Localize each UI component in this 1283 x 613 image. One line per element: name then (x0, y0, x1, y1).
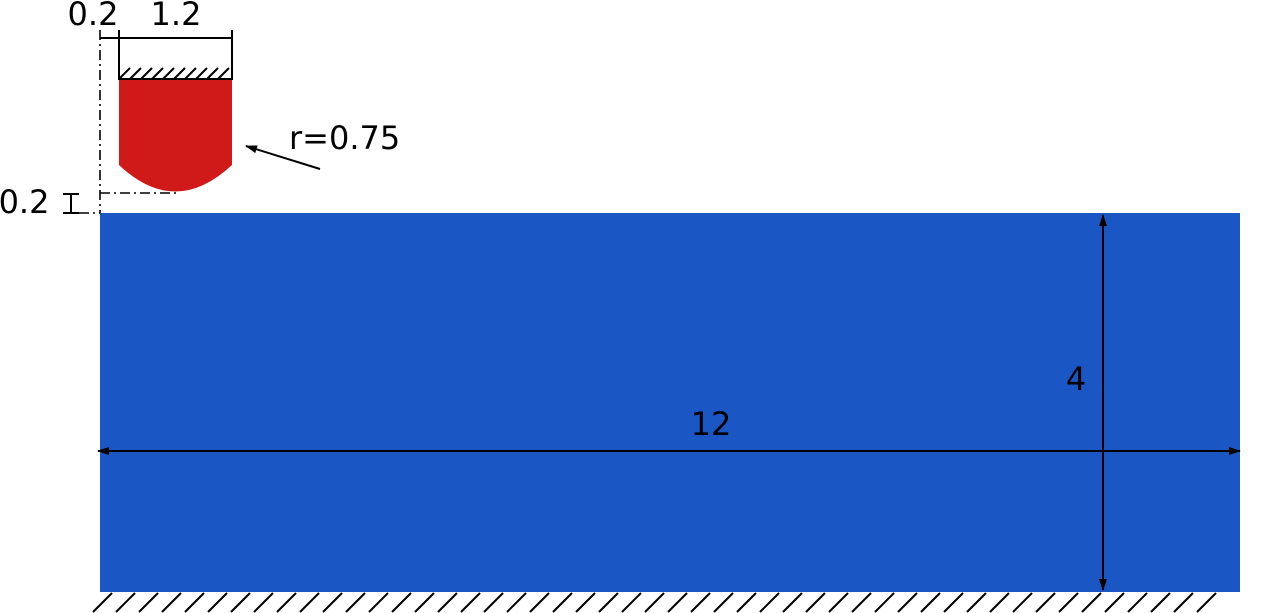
ground-hatch-line (713, 592, 734, 613)
label-gap-x: 0.2 (68, 0, 119, 33)
ground-hatch-line (1035, 592, 1056, 613)
label-gap-y: 0.2 (0, 183, 49, 221)
ground-hatch-line (1196, 592, 1217, 613)
ground-hatch-line (506, 592, 527, 613)
ground-hatch-line (644, 592, 665, 613)
ground-hatch-line (989, 592, 1010, 613)
ground-hatch-line (92, 592, 113, 613)
ground-hatch-line (782, 592, 803, 613)
ground-hatch-line (598, 592, 619, 613)
indenter-hatch-line (173, 67, 186, 80)
ground-hatch-line (759, 592, 780, 613)
ground-hatch-line (460, 592, 481, 613)
ground-hatch-line (161, 592, 182, 613)
ground-hatch-line (1173, 592, 1194, 613)
ground-hatch-line (1104, 592, 1125, 613)
ground-hatch-line (1058, 592, 1079, 613)
ground-hatch-line (667, 592, 688, 613)
ground-hatch-line (1127, 592, 1148, 613)
ground-hatch-line (345, 592, 366, 613)
ground-hatch-line (851, 592, 872, 613)
label-radius: r=0.75 (289, 119, 400, 157)
indenter-hatch-line (129, 67, 142, 80)
indenter-support-hatching (118, 67, 230, 80)
ground-hatch-line (322, 592, 343, 613)
ground-hatch-line (184, 592, 205, 613)
ground-hatch-line (115, 592, 136, 613)
ground-hatch-line (920, 592, 941, 613)
ground-hatch-line (138, 592, 159, 613)
indenter-hatch-line (206, 67, 219, 80)
ground-hatch-line (1081, 592, 1102, 613)
indenter-hatch-line (195, 67, 208, 80)
ground-hatch-line (299, 592, 320, 613)
ground-hatch-line (897, 592, 918, 613)
ground-hatch-line (253, 592, 274, 613)
ground-hatch-line (966, 592, 987, 613)
label-indenter-width: 1.2 (151, 0, 202, 33)
ground-hatch-line (690, 592, 711, 613)
ground-hatch-line (230, 592, 251, 613)
ground-hatch-line (1012, 592, 1033, 613)
ground-hatch-line (552, 592, 573, 613)
indenter-hatch-line (217, 67, 230, 80)
radius-arrow (245, 145, 321, 170)
label-block-height: 4 (1066, 360, 1086, 398)
indenter-hatch-line (162, 67, 175, 80)
ground-hatch-line (391, 592, 412, 613)
ground-hatch-line (575, 592, 596, 613)
ground-hatch-line (828, 592, 849, 613)
ground-hatch-line (621, 592, 642, 613)
ground-hatch-line (368, 592, 389, 613)
ground-hatch-line (529, 592, 550, 613)
label-block-length: 12 (691, 405, 732, 443)
ground-hatch-line (414, 592, 435, 613)
indenter-hatch-line (118, 67, 131, 80)
indenter-hatch-line (184, 67, 197, 80)
ground-hatch-line (207, 592, 228, 613)
ground-hatch-line (874, 592, 895, 613)
elastic-block (100, 213, 1240, 592)
ground-hatch-line (736, 592, 757, 613)
ground-hatch-line (437, 592, 458, 613)
ground-hatch-line (943, 592, 964, 613)
indenter-hatch-line (140, 67, 153, 80)
fixed-support-hatching (92, 592, 1217, 613)
ground-hatch-line (1150, 592, 1171, 613)
indenter-hatch-line (151, 67, 164, 80)
ground-hatch-line (276, 592, 297, 613)
rigid-indenter (119, 80, 232, 192)
ground-hatch-line (805, 592, 826, 613)
ground-hatch-line (483, 592, 504, 613)
